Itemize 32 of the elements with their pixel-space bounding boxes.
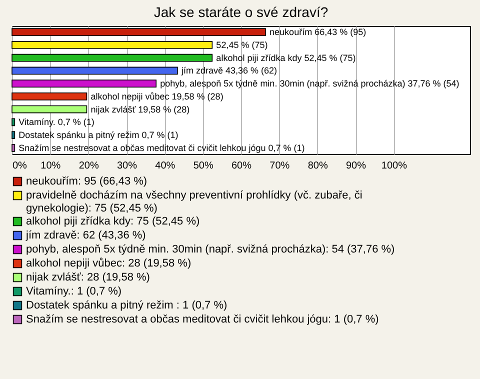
- chart-title: Jak se staráte o své zdraví?: [154, 4, 328, 20]
- legend-label: pohyb, alespoň 5x týdně min. 30min (např. svižná procházka): 54 (37,76 %): [26, 244, 395, 256]
- data-label: nijak zvlášť 19,58 % (28): [90, 104, 190, 114]
- data-label: Snažím se nestresovat a občas meditovat či cvičit lehkou jógu 0,7 % (1): [18, 142, 305, 153]
- legend-label: alkohol nepiji vůbec: 28 (19,58 %): [26, 258, 192, 270]
- data-label: jím zdravě 43,36 % (62): [180, 66, 278, 76]
- legend-label: jím zdravě: 62 (43,36 %): [25, 230, 146, 242]
- x-tick-label: 20%: [78, 160, 99, 172]
- data-label: pohyb, alespoň 5x týdně min. 30min (např. svižná procházka) 37,76 % (54): [160, 78, 460, 89]
- data-label: Dostatek spánku a pitný režim 0,7 % (1): [18, 130, 178, 140]
- x-tick-label: 0%: [12, 160, 28, 172]
- x-tick-label: 10%: [40, 160, 61, 172]
- data-label: alkohol piji zřídka kdy 52,45 % (75): [216, 52, 356, 63]
- data-label: alkohol nepiji vůbec 19,58 % (28): [90, 91, 224, 102]
- x-tick-label: 40%: [155, 160, 176, 172]
- legend-label: Snažím se nestresovat a občas meditovat či cvičit lehkou jógu: 1 (0,7 %): [26, 314, 379, 326]
- data-label: Vitamíny. 0,7 % (1): [18, 117, 94, 128]
- legend-label: Dostatek spánku a pitný režim : 1 (0,7 %): [26, 300, 228, 312]
- x-tick-label: 70%: [270, 160, 290, 172]
- legend-label: Vitamíny.: 1 (0,7 %): [26, 286, 122, 298]
- legend-label: alkohol piji zřídka kdy: 75 (52,45 %): [26, 216, 200, 228]
- data-label: neukouřím 66,43 % (95): [270, 27, 366, 38]
- data-label: 52,45 % (75): [216, 40, 268, 50]
- x-tick-label: 90%: [346, 160, 366, 172]
- legend-label: nijak zvlášť: 28 (19,58 %): [26, 272, 150, 284]
- x-tick-label: 80%: [308, 160, 328, 172]
- x-tick-label: 60%: [231, 160, 252, 172]
- x-tick-label: 50%: [193, 160, 214, 172]
- x-tick-label: 100%: [381, 160, 408, 172]
- legend-label: pravidelně docházím na všechny preventivní prohlídky (vč. zubaře, či gynekologie): 75 (52,45 %): [26, 190, 362, 214]
- legend-label: neukouřím: 95 (66,43 %): [26, 176, 148, 188]
- x-tick-label: 30%: [116, 160, 138, 172]
